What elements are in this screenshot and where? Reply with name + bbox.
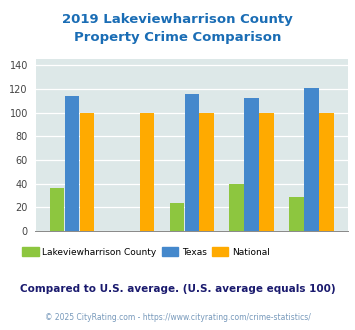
Bar (245, 98, 259, 231)
Bar (50, 188, 64, 231)
Legend: Lakeviewharrison County, Texas, National: Lakeviewharrison County, Texas, National (19, 244, 273, 260)
Bar (80, 113, 94, 231)
Bar (304, 88, 319, 231)
Text: 2019 Lakeviewharrison County
Property Crime Comparison: 2019 Lakeviewharrison County Property Cr… (62, 13, 293, 44)
Bar (185, 94, 199, 231)
Bar (289, 197, 304, 231)
Bar (170, 203, 184, 231)
Text: © 2025 CityRating.com - https://www.cityrating.com/crime-statistics/: © 2025 CityRating.com - https://www.city… (45, 313, 310, 322)
Bar (319, 113, 334, 231)
Bar (65, 96, 79, 231)
Text: Compared to U.S. average. (U.S. average equals 100): Compared to U.S. average. (U.S. average … (20, 284, 335, 294)
Bar (229, 184, 244, 231)
Bar (260, 113, 274, 231)
Bar (140, 113, 154, 231)
Bar (200, 113, 214, 231)
